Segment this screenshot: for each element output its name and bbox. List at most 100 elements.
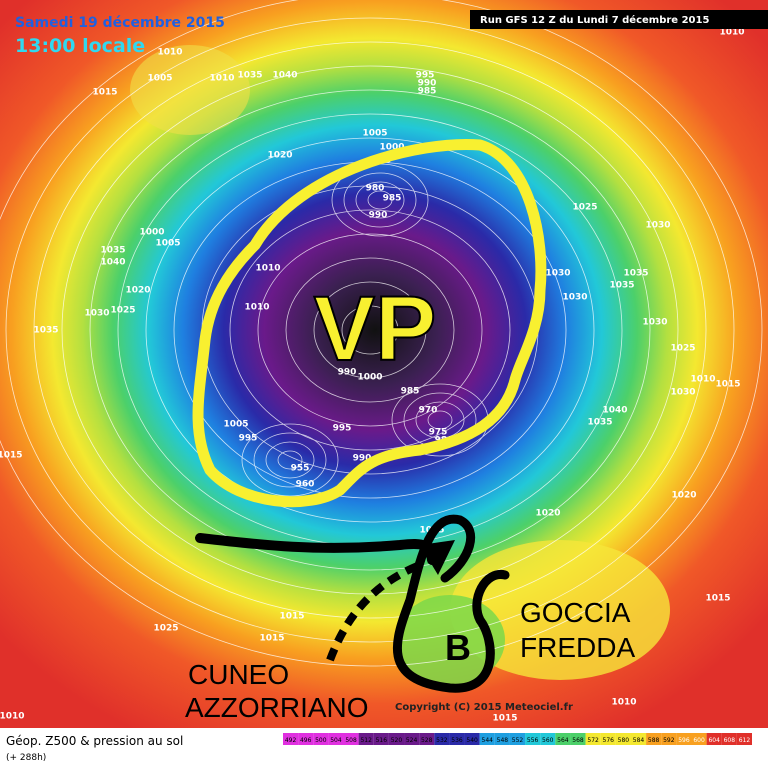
scale-cell	[540, 733, 556, 745]
isobar-label: 1035	[587, 418, 612, 428]
scale-cell	[509, 733, 526, 745]
goccia-label: FREDDA	[520, 632, 635, 663]
scale-label: 504	[330, 737, 342, 744]
scale-cell	[555, 733, 571, 745]
valid-time: 13:00 locale	[15, 35, 145, 57]
isobar-label: 1030	[670, 388, 695, 398]
scale-cell	[479, 733, 495, 745]
scale-label: 520	[391, 737, 403, 744]
isobar-label: 1035	[623, 269, 648, 279]
isobar-label: 1035	[609, 281, 634, 291]
isobar-label: 995	[416, 71, 435, 81]
dashed-arrow	[326, 561, 422, 662]
scale-cell	[630, 733, 647, 745]
scale-cell	[328, 733, 344, 745]
isobar-label: 1030	[645, 221, 670, 231]
scale-label: 568	[572, 737, 584, 744]
scale-label: 564	[557, 737, 569, 744]
isobar-label: 1035	[33, 326, 58, 336]
scale-label: 600	[693, 737, 705, 744]
isobar-line	[367, 190, 393, 210]
isobar-label: 970	[419, 406, 438, 416]
scale-label: 540	[466, 737, 478, 744]
isobar-label: 1010	[244, 303, 269, 313]
scale-cell	[570, 733, 586, 745]
isobar-label: 1040	[602, 406, 627, 416]
isobar-label: 1025	[110, 306, 135, 316]
isobar-label: 1025	[670, 344, 695, 354]
isobar-label: 1010	[209, 74, 234, 84]
isobar-label: 990	[369, 211, 388, 221]
isobar-label: 985	[418, 87, 437, 97]
scale-label: 536	[451, 737, 463, 744]
scale-label: 612	[739, 737, 751, 744]
scale-label: 576	[603, 737, 615, 744]
isobar-label: 1020	[267, 151, 292, 161]
ridge-area	[130, 45, 250, 135]
scale-label: 584	[633, 737, 645, 744]
cut-off-loop	[393, 514, 510, 693]
scale-cell	[721, 733, 737, 745]
copyright: Copyright (C) 2015 Meteociel.fr	[395, 702, 573, 713]
isobars	[0, 0, 762, 666]
scale-cell	[313, 733, 329, 745]
isobar-line	[89, 89, 651, 571]
isobar-label: 1000	[139, 228, 164, 238]
isobar-label: 1005	[155, 239, 180, 249]
low-label: B	[445, 627, 471, 668]
scale-label: 572	[587, 737, 599, 744]
scale-label: 532	[436, 737, 448, 744]
isobar-line	[0, 0, 762, 666]
scale-label: 552	[512, 737, 524, 744]
cuneo-label: CUNEO	[188, 659, 289, 690]
isobar-label: 1035	[237, 71, 262, 81]
isobar-label: 1015	[259, 634, 284, 644]
scale-cell	[404, 733, 420, 745]
isobar-label: 1040	[272, 71, 297, 81]
isobar-label: 1025	[153, 624, 178, 634]
isobar-label: 1015	[0, 451, 23, 461]
isobar-label: 1030	[642, 318, 667, 328]
isobar-line	[229, 209, 511, 451]
scale-label: 556	[527, 737, 539, 744]
scale-label: 596	[678, 737, 690, 744]
isobar-label: 1020	[125, 286, 150, 296]
isobar-line	[341, 305, 399, 355]
isobar-label: 1030	[84, 309, 109, 319]
isobar-label: 1010	[611, 698, 636, 708]
isobar-label: 1010	[719, 28, 744, 38]
isobar-label: 1005	[223, 420, 248, 430]
isobar-line	[61, 65, 679, 595]
isobar-label: 980	[366, 184, 385, 194]
scale-label: 588	[648, 737, 660, 744]
isobar-label: 1020	[535, 509, 560, 519]
isobar-label: 1035	[100, 246, 125, 256]
isobar-line	[33, 41, 707, 619]
scale-cell	[661, 733, 677, 745]
scale-label: 544	[482, 737, 494, 744]
scale-cell	[283, 733, 299, 745]
scale-label: 528	[421, 737, 433, 744]
scale-cell	[706, 733, 722, 745]
isobar-label: 985	[383, 194, 402, 204]
isobar-label: 1030	[545, 269, 570, 279]
scale-label: 512	[360, 737, 372, 744]
scale-cell	[373, 733, 389, 745]
isobar-line	[265, 441, 315, 479]
scale-cell	[585, 733, 601, 745]
scale-label: 604	[708, 737, 720, 744]
isobar-label: 1015	[715, 380, 740, 390]
isobar-label: 1000	[357, 373, 382, 383]
cuneo-label: AZZORRIANO	[185, 692, 369, 723]
vortex-label: VP	[314, 278, 437, 380]
valid-date: Samedi 19 décembre 2015	[15, 15, 225, 31]
scale-cell	[525, 733, 541, 745]
isobar-label: 1010	[157, 48, 182, 58]
legend-lead: (+ 288h)	[6, 753, 46, 763]
scale-cell	[343, 733, 359, 745]
isobar-label: 1040	[100, 258, 125, 268]
isobar-label: 990	[353, 454, 372, 464]
isobar-label: 985	[401, 387, 420, 397]
arrow-head	[420, 540, 455, 575]
